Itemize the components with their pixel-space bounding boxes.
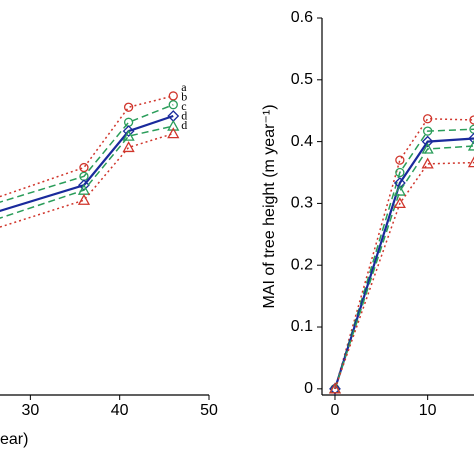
point xyxy=(395,155,405,165)
point xyxy=(393,177,406,189)
point xyxy=(329,382,341,395)
series-line xyxy=(0,125,174,219)
point xyxy=(393,184,406,196)
point xyxy=(423,126,433,136)
x-tick-label: 50 xyxy=(200,402,218,419)
point xyxy=(122,125,135,138)
series-line xyxy=(334,117,474,390)
series-line xyxy=(0,95,174,198)
series-label: c xyxy=(181,99,186,113)
y-tick-label: 0.3 xyxy=(291,195,313,212)
series-label: b xyxy=(181,89,187,103)
y-tick-label: 0.2 xyxy=(291,256,313,273)
point xyxy=(79,162,89,173)
y-tick-label: 0.4 xyxy=(291,133,313,150)
series-line xyxy=(334,161,474,390)
series-label: d xyxy=(181,118,187,132)
point xyxy=(468,132,474,145)
x-axis-label: ear) xyxy=(0,431,28,448)
point xyxy=(395,167,405,178)
point xyxy=(469,115,474,125)
point xyxy=(123,102,134,112)
y-tick-label: 0.5 xyxy=(291,71,313,88)
series-line xyxy=(0,104,174,203)
point xyxy=(167,119,180,131)
point xyxy=(467,156,474,168)
series-line xyxy=(334,145,474,390)
point xyxy=(467,139,474,151)
point xyxy=(421,135,434,148)
y-axis-label: MAI of tree height (m year⁻¹) xyxy=(261,104,278,308)
series-line xyxy=(0,114,174,213)
point xyxy=(168,100,178,110)
x-tick-label: 30 xyxy=(21,402,39,419)
plot-area xyxy=(328,114,474,395)
point xyxy=(77,193,91,205)
y-tick-label: 0 xyxy=(304,380,313,397)
point xyxy=(122,141,135,153)
series-line xyxy=(334,128,474,390)
point xyxy=(167,127,180,139)
point xyxy=(421,142,434,154)
y-tick-label: 0.6 xyxy=(291,9,313,26)
y-tick-label: 0.1 xyxy=(291,318,313,335)
point xyxy=(328,382,342,394)
x-tick-label: 40 xyxy=(111,402,129,419)
point xyxy=(123,117,134,127)
point xyxy=(469,124,474,134)
point xyxy=(421,157,434,169)
x-tick-label: 10 xyxy=(419,402,437,419)
point xyxy=(122,129,135,141)
point xyxy=(423,114,433,124)
series-line xyxy=(0,132,174,228)
point xyxy=(393,197,406,209)
plot-area xyxy=(0,91,180,228)
series-line xyxy=(333,137,474,390)
x-tick-label: 0 xyxy=(331,402,340,419)
series-label: a xyxy=(181,80,187,94)
series-label: d xyxy=(181,108,187,122)
point xyxy=(168,91,178,101)
